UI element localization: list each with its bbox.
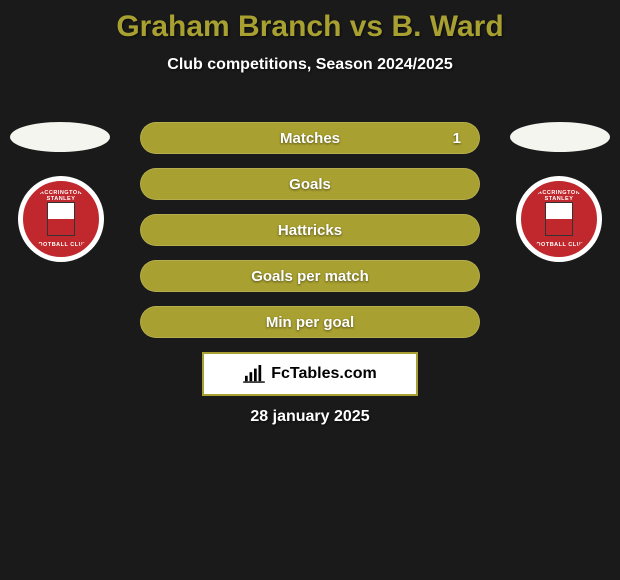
date-label: 28 january 2025	[0, 408, 620, 426]
stat-row: Goals	[140, 168, 480, 200]
bar-chart-icon	[243, 365, 265, 383]
subtitle: Club competitions, Season 2024/2025	[0, 56, 620, 74]
stat-label: Goals	[289, 176, 331, 193]
branding-box: FcTables.com	[202, 352, 418, 396]
club-badge-right-name: ACCRINGTON STANLEY	[526, 190, 592, 202]
stat-label: Hattricks	[278, 222, 342, 239]
club-badge-left-inner: ACCRINGTON STANLEY FOOTBALL CLUB	[28, 186, 94, 252]
stat-label: Matches	[280, 130, 340, 147]
club-badge-right: ACCRINGTON STANLEY FOOTBALL CLUB	[516, 176, 602, 262]
stat-label: Min per goal	[266, 314, 354, 331]
club-badge-left-sub: FOOTBALL CLUB	[28, 242, 94, 248]
crest-icon	[545, 202, 573, 236]
stat-value-right: 1	[453, 130, 461, 147]
stat-row: Min per goal	[140, 306, 480, 338]
stat-row: Matches 1	[140, 122, 480, 154]
player-avatar-right	[510, 122, 610, 152]
club-badge-left: ACCRINGTON STANLEY FOOTBALL CLUB	[18, 176, 104, 262]
branding-label: FcTables.com	[271, 365, 377, 383]
player-avatar-left	[10, 122, 110, 152]
stat-row: Goals per match	[140, 260, 480, 292]
stat-label: Goals per match	[251, 268, 369, 285]
club-badge-left-name: ACCRINGTON STANLEY	[28, 190, 94, 202]
club-badge-right-inner: ACCRINGTON STANLEY FOOTBALL CLUB	[526, 186, 592, 252]
crest-icon	[47, 202, 75, 236]
stats-panel: Matches 1 Goals Hattricks Goals per match Min…	[140, 122, 480, 352]
stat-row: Hattricks	[140, 214, 480, 246]
club-badge-right-sub: FOOTBALL CLUB	[526, 242, 592, 248]
page-title: Graham Branch vs B. Ward	[0, 0, 620, 44]
